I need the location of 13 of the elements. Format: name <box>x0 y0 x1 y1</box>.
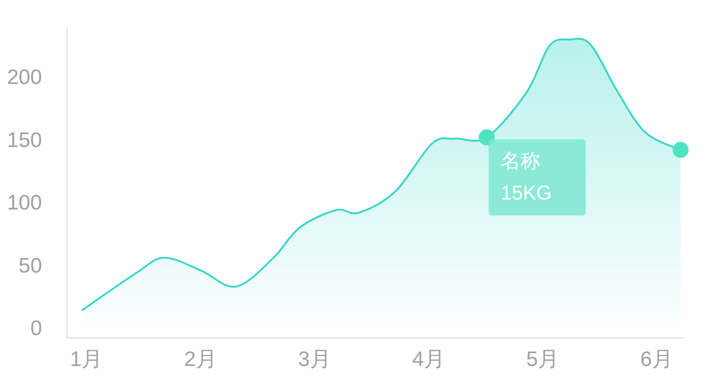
y-tick-label: 150 <box>6 128 42 152</box>
y-tick-label: 200 <box>6 66 42 90</box>
x-tick-label: 1月 <box>70 348 103 371</box>
x-tick-label: 6月 <box>640 348 673 371</box>
x-tick-label: 5月 <box>526 348 559 371</box>
y-tick-label: 100 <box>6 192 42 215</box>
x-tick-label: 3月 <box>298 348 331 371</box>
annotation: 15KG <box>500 182 552 204</box>
y-tick-label: 50 <box>18 254 42 278</box>
y-tick-label: 0 <box>30 316 42 340</box>
x-tick-label: 2月 <box>184 348 217 371</box>
x-tick-label: 4月 <box>412 348 445 371</box>
annotation: 名称 <box>500 150 541 172</box>
